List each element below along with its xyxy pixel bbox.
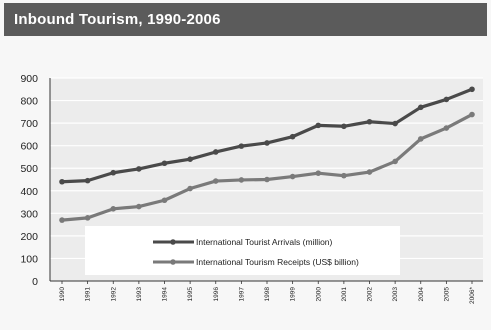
- legend-label-2: International Tourism Receipts (US$ bill…: [196, 257, 359, 267]
- y-tick-label: 200: [20, 231, 38, 243]
- series-1-point: [110, 169, 117, 176]
- series-1-point: [59, 178, 65, 185]
- series-1-point: [84, 177, 91, 184]
- series-1-point: [212, 149, 219, 155]
- series-2-point: [469, 111, 475, 118]
- series-2-point: [366, 169, 373, 175]
- x-tick-label: 2005: [443, 287, 450, 302]
- series-2-point: [392, 158, 398, 165]
- x-tick-label: 2001: [341, 287, 348, 302]
- series-2-point: [264, 176, 270, 183]
- legend-box: [85, 226, 400, 275]
- series-2-point: [84, 215, 91, 221]
- series-1-point: [161, 160, 168, 167]
- series-2-point: [187, 185, 193, 192]
- x-tick-label: 1995: [187, 287, 194, 302]
- series-2-point: [289, 173, 296, 180]
- y-tick-label: 900: [20, 73, 38, 85]
- x-tick-label: 1991: [85, 287, 92, 302]
- y-tick-label: 400: [20, 186, 38, 198]
- x-tick-label: 2000: [315, 287, 322, 302]
- y-tick-label: 800: [20, 96, 38, 108]
- series-2-point: [212, 178, 219, 184]
- series-1-point: [443, 96, 450, 103]
- y-tick-label: 300: [20, 208, 38, 220]
- series-1-point: [264, 140, 270, 146]
- series-2-point: [161, 197, 168, 204]
- y-tick-label: 100: [20, 253, 38, 265]
- series-1-point: [417, 104, 424, 111]
- chart-title: Inbound Tourism, 1990-2006: [14, 11, 221, 28]
- x-tick-label: 1993: [136, 287, 143, 302]
- x-tick-label: 1998: [264, 287, 271, 302]
- y-tick-label: 0: [32, 276, 38, 288]
- series-2-point: [341, 172, 347, 179]
- series-2-point: [443, 125, 450, 131]
- y-tick-label: 500: [20, 163, 38, 175]
- y-tick-label: 600: [20, 141, 38, 153]
- legend-marker-1: [170, 239, 176, 245]
- legend-label-1: International Tourist Arrivals (million): [196, 237, 333, 247]
- x-tick-label: 1997: [238, 287, 245, 302]
- series-1-point: [136, 166, 142, 172]
- x-tick-label: 1992: [110, 287, 117, 302]
- series-1-point: [315, 122, 322, 129]
- series-1-point: [187, 156, 193, 162]
- series-2-point: [136, 203, 142, 210]
- x-tick-label: 2006*: [469, 287, 476, 304]
- series-1-point: [469, 86, 475, 93]
- legend-marker-2: [170, 259, 176, 265]
- x-tick-label: 1999: [290, 287, 297, 302]
- series-2-point: [59, 217, 65, 223]
- series-1-point: [366, 118, 373, 125]
- series-2-point: [315, 170, 322, 176]
- x-tick-label: 2004: [418, 287, 425, 302]
- x-tick-label: 2002: [367, 287, 374, 302]
- x-tick-label: 1996: [213, 287, 220, 302]
- x-tick-label: 1990: [59, 287, 66, 302]
- x-tick-label: 2003: [392, 287, 399, 302]
- series-2-point: [110, 206, 117, 212]
- y-tick-label: 700: [20, 118, 38, 130]
- series-1-point: [341, 123, 347, 130]
- series-1-point: [238, 143, 245, 149]
- series-2-point: [238, 177, 245, 183]
- title-bar: Inbound Tourism, 1990-2006: [4, 3, 487, 36]
- x-tick-label: 1994: [162, 287, 169, 302]
- series-2-point: [417, 136, 424, 142]
- series-1-point: [392, 120, 398, 127]
- series-1-point: [289, 133, 296, 140]
